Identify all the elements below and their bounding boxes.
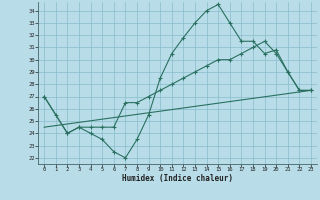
X-axis label: Humidex (Indice chaleur): Humidex (Indice chaleur) [122, 174, 233, 183]
